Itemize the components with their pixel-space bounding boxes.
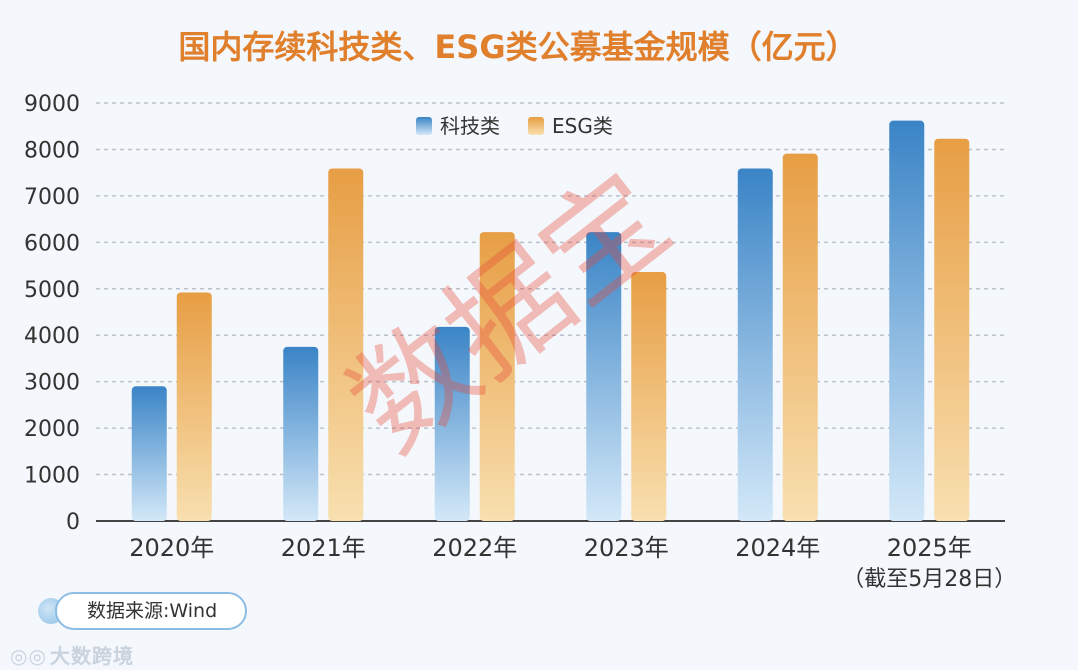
- x-tick-label: 2022年: [432, 534, 517, 562]
- y-tick-label: 9000: [24, 92, 80, 117]
- x-tick-label: 2023年: [584, 534, 669, 562]
- x-tick-label: 2021年: [281, 534, 366, 562]
- bar-esg: [631, 272, 667, 521]
- bar-esg: [328, 168, 364, 521]
- legend-swatch-esg: [528, 117, 544, 135]
- brand-watermark: ◎◎ 大数跨境: [10, 640, 134, 669]
- chart-title: 国内存续科技类、ESG类公募基金规模（亿元）: [178, 28, 857, 66]
- y-tick-label: 5000: [24, 278, 80, 303]
- y-tick-label: 6000: [24, 231, 80, 256]
- y-tick-label: 3000: [24, 371, 80, 396]
- brand-logo-icon: ◎◎: [10, 644, 47, 668]
- bar-tech: [434, 326, 470, 521]
- x-axis: 2020年 2021年 2022年 2023年 2024年 2025年 （截至5月28日）: [129, 534, 1016, 592]
- x-tick-label: 2020年: [129, 534, 214, 562]
- bars: [131, 120, 970, 522]
- x-tick-label: 2024年: [735, 534, 820, 562]
- legend-label-esg: ESG类: [552, 114, 613, 138]
- brand-name: 大数跨境: [50, 644, 134, 668]
- bar-tech: [737, 168, 773, 521]
- legend-label-tech: 科技类: [440, 114, 500, 138]
- y-tick-label: 7000: [24, 185, 80, 210]
- legend-swatch-tech: [416, 117, 432, 135]
- x-tick-sublabel: （截至5月28日）: [842, 567, 1016, 592]
- y-axis: 0 1000 2000 3000 4000 5000 6000 7000 8000 9000: [24, 92, 1005, 535]
- y-tick-label: 0: [66, 510, 80, 535]
- y-tick-label: 2000: [24, 417, 80, 442]
- bar-esg: [176, 292, 212, 521]
- x-tick-label: 2025年: [887, 534, 972, 562]
- bar-esg: [934, 138, 970, 522]
- bar-tech: [283, 346, 319, 521]
- bar-tech: [889, 120, 925, 521]
- bar-esg: [782, 153, 818, 521]
- y-tick-label: 8000: [24, 138, 80, 163]
- source-label: 数据来源:Wind: [55, 592, 247, 630]
- bar-esg: [479, 232, 515, 522]
- legend: 科技类 ESG类: [416, 114, 613, 138]
- y-tick-label: 4000: [24, 324, 80, 349]
- bar-tech: [586, 232, 622, 522]
- bar-tech: [131, 386, 167, 521]
- y-tick-label: 1000: [24, 464, 80, 489]
